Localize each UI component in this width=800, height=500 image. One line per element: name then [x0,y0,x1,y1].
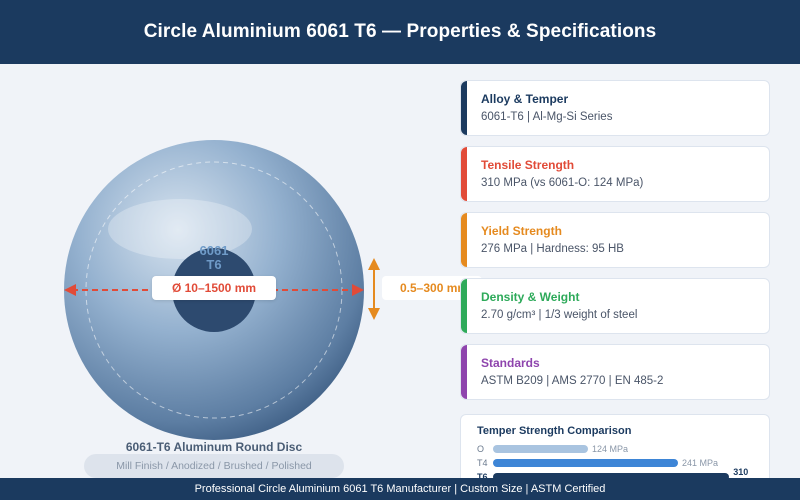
strength-bar [493,445,588,453]
center-grade-label: 6061 T6 [172,244,256,272]
strength-value: 124 MPa [592,444,629,454]
card-description: 6061-T6 | Al-Mg-Si Series [481,111,613,123]
strength-bar [492,473,730,481]
comparison-title: Temper Strength Comparison [477,425,632,437]
center-label-line1: 6061 [199,243,229,258]
temper-label: O [477,444,485,454]
page-footer: Professional Circle Aluminium 6061 T6 Ma… [0,478,800,500]
temper-label: T6 [477,472,488,482]
card-density-weight: Density & Weight 2.70 g/cm³ | 1/3 weight… [460,278,770,334]
card-description: 276 MPa | Hardness: 95 HB [481,243,624,255]
page-title: Circle Aluminium 6061 T6 — Properties & … [143,21,657,42]
card-title: Tensile Strength [481,158,575,172]
card-accent-bar [461,213,467,267]
disc-caption: 6061-T6 Aluminum Round Disc [125,440,303,454]
temper-label: T4 [477,458,488,468]
card-description: 2.70 g/cm³ | 1/3 weight of steel [481,309,638,321]
card-title: Density & Weight [481,290,580,304]
card-description: 310 MPa (vs 6061-O: 124 MPa) [481,177,644,189]
diameter-arrow-right [352,284,364,296]
temper-comparison-panel: Temper Strength Comparison O 124 MPa T4 … [460,414,770,487]
comparison-row-t4: T4 241 MPa [477,457,718,469]
strength-value: 241 MPa [682,458,719,468]
disc-highlight [108,199,252,259]
property-cards: Alloy & Temper 6061-T6 | Al-Mg-Si Series… [460,80,770,410]
page-header: Circle Aluminium 6061 T6 — Properties & … [0,0,800,64]
center-label-line2: T6 [206,257,222,272]
diameter-arrow-left [64,284,76,296]
card-accent-bar [461,81,467,135]
card-tensile-strength: Tensile Strength 310 MPa (vs 6061-O: 124… [460,146,770,202]
thickness-arrow-down [368,308,380,320]
card-title: Standards [481,356,540,370]
card-accent-bar [461,345,467,399]
finish-options: Mill Finish / Anodized / Brushed / Polis… [84,454,344,478]
disc-illustration: 6061 T6 Ø 10–1500 mm 0.5–300 mm 6061-T6 … [0,64,482,478]
card-description: ASTM B209 | AMS 2770 | EN 485-2 [481,375,664,387]
card-accent-bar [461,147,467,201]
card-accent-bar [461,279,467,333]
comparison-row-o: O 124 MPa [477,443,628,455]
card-title: Yield Strength [481,224,562,238]
thickness-arrow-up [368,258,380,270]
diameter-label: Ø 10–1500 mm [152,276,276,300]
card-standards: Standards ASTM B209 | AMS 2770 | EN 485-… [460,344,770,400]
card-title: Alloy & Temper [481,92,569,106]
strength-bar [493,459,678,467]
card-alloy-temper: Alloy & Temper 6061-T6 | Al-Mg-Si Series [460,80,770,136]
card-yield-strength: Yield Strength 276 MPa | Hardness: 95 HB [460,212,770,268]
